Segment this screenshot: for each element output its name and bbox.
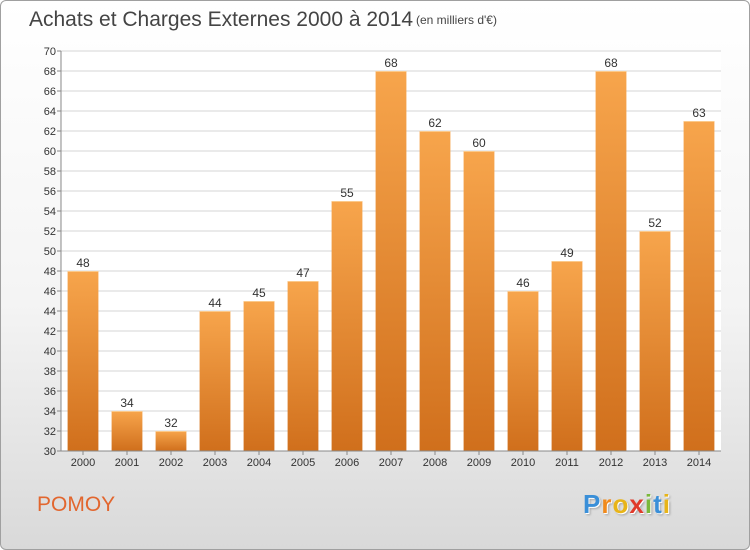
value-label: 62 bbox=[428, 116, 442, 130]
bar-2004 bbox=[243, 301, 275, 451]
y-tick-label: 36 bbox=[44, 386, 56, 398]
x-tick-label: 2000 bbox=[71, 457, 95, 469]
x-tick-label: 2010 bbox=[511, 457, 535, 469]
y-tick-label: 68 bbox=[44, 66, 56, 78]
logo-letter: o bbox=[612, 489, 630, 519]
value-label: 47 bbox=[296, 266, 310, 280]
y-tick-label: 70 bbox=[44, 46, 56, 58]
y-tick-label: 30 bbox=[44, 446, 56, 458]
logo-letter: x bbox=[629, 489, 645, 519]
chart-title: Achats et Charges Externes 2000 à 2014 bbox=[29, 8, 414, 31]
y-tick-label: 34 bbox=[44, 406, 56, 418]
y-tick-label: 64 bbox=[44, 106, 56, 118]
bar-2000 bbox=[67, 271, 99, 451]
y-tick-label: 46 bbox=[44, 286, 56, 298]
y-tick-label: 42 bbox=[44, 326, 56, 338]
bar-2010 bbox=[507, 291, 539, 451]
y-tick-label: 56 bbox=[44, 186, 56, 198]
logo-letter: i bbox=[662, 489, 671, 519]
logo-letter: r bbox=[601, 489, 613, 519]
value-label: 63 bbox=[692, 106, 706, 120]
value-label: 49 bbox=[560, 246, 574, 260]
value-label: 45 bbox=[252, 286, 266, 300]
value-labels: 48 34 32 44 45 47 55 68 62 60 46 49 68 52 63 bbox=[76, 56, 706, 430]
y-tick-label: 50 bbox=[44, 246, 56, 258]
x-axis-ticks: 2000 2001 2002 2003 2004 2005 2006 2007 2008 2009… bbox=[71, 451, 711, 469]
logo-letter: i bbox=[644, 489, 654, 519]
x-tick-label: 2001 bbox=[115, 457, 139, 469]
x-tick-label: 2008 bbox=[423, 457, 447, 469]
y-tick-label: 32 bbox=[44, 426, 56, 438]
bar-2001 bbox=[111, 411, 143, 451]
value-label: 32 bbox=[164, 416, 178, 430]
x-tick-label: 2012 bbox=[599, 457, 623, 469]
place-name: POMOY bbox=[37, 493, 116, 516]
logo-letter: t bbox=[653, 489, 663, 519]
bar-2011 bbox=[551, 261, 583, 451]
y-tick-label: 40 bbox=[44, 346, 56, 358]
y-tick-label: 44 bbox=[44, 306, 56, 318]
x-tick-label: 2011 bbox=[555, 457, 579, 469]
bar-2005 bbox=[287, 281, 319, 451]
x-tick-label: 2014 bbox=[687, 457, 711, 469]
y-tick-label: 48 bbox=[44, 266, 56, 278]
value-label: 48 bbox=[76, 256, 90, 270]
y-tick-label: 62 bbox=[44, 126, 56, 138]
bar-2008 bbox=[419, 131, 451, 451]
value-label: 55 bbox=[340, 186, 354, 200]
proxiti-logo: Proxiti bbox=[583, 489, 671, 520]
bar-2014 bbox=[683, 121, 715, 451]
bars bbox=[67, 71, 715, 451]
bar-2013 bbox=[639, 231, 671, 451]
value-label: 60 bbox=[472, 136, 486, 150]
y-tick-label: 52 bbox=[44, 226, 56, 238]
y-tick-label: 58 bbox=[44, 166, 56, 178]
x-tick-label: 2005 bbox=[291, 457, 315, 469]
bar-2012 bbox=[595, 71, 627, 451]
bar-2002 bbox=[155, 431, 187, 451]
y-tick-label: 60 bbox=[44, 146, 56, 158]
logo-letter: P bbox=[583, 489, 602, 519]
x-tick-label: 2013 bbox=[643, 457, 667, 469]
x-tick-label: 2009 bbox=[467, 457, 491, 469]
value-label: 68 bbox=[604, 56, 618, 70]
value-label: 52 bbox=[648, 216, 662, 230]
y-tick-label: 66 bbox=[44, 86, 56, 98]
bar-2003 bbox=[199, 311, 231, 451]
y-tick-label: 38 bbox=[44, 366, 56, 378]
x-tick-label: 2004 bbox=[247, 457, 271, 469]
y-axis-ticks: 30 32 34 36 38 40 42 44 46 48 50 52 54 56 58 60 62 64 66 68… bbox=[44, 46, 61, 458]
x-tick-label: 2002 bbox=[159, 457, 183, 469]
bar-2006 bbox=[331, 201, 363, 451]
bar-2007 bbox=[375, 71, 407, 451]
x-tick-label: 2003 bbox=[203, 457, 227, 469]
value-label: 68 bbox=[384, 56, 398, 70]
chart-subtitle: (en milliers d'€) bbox=[416, 13, 497, 27]
x-tick-label: 2006 bbox=[335, 457, 359, 469]
bar-2009 bbox=[463, 151, 495, 451]
x-tick-label: 2007 bbox=[379, 457, 403, 469]
y-tick-label: 54 bbox=[44, 206, 56, 218]
value-label: 34 bbox=[120, 396, 134, 410]
value-label: 46 bbox=[516, 276, 530, 290]
value-label: 44 bbox=[208, 296, 222, 310]
